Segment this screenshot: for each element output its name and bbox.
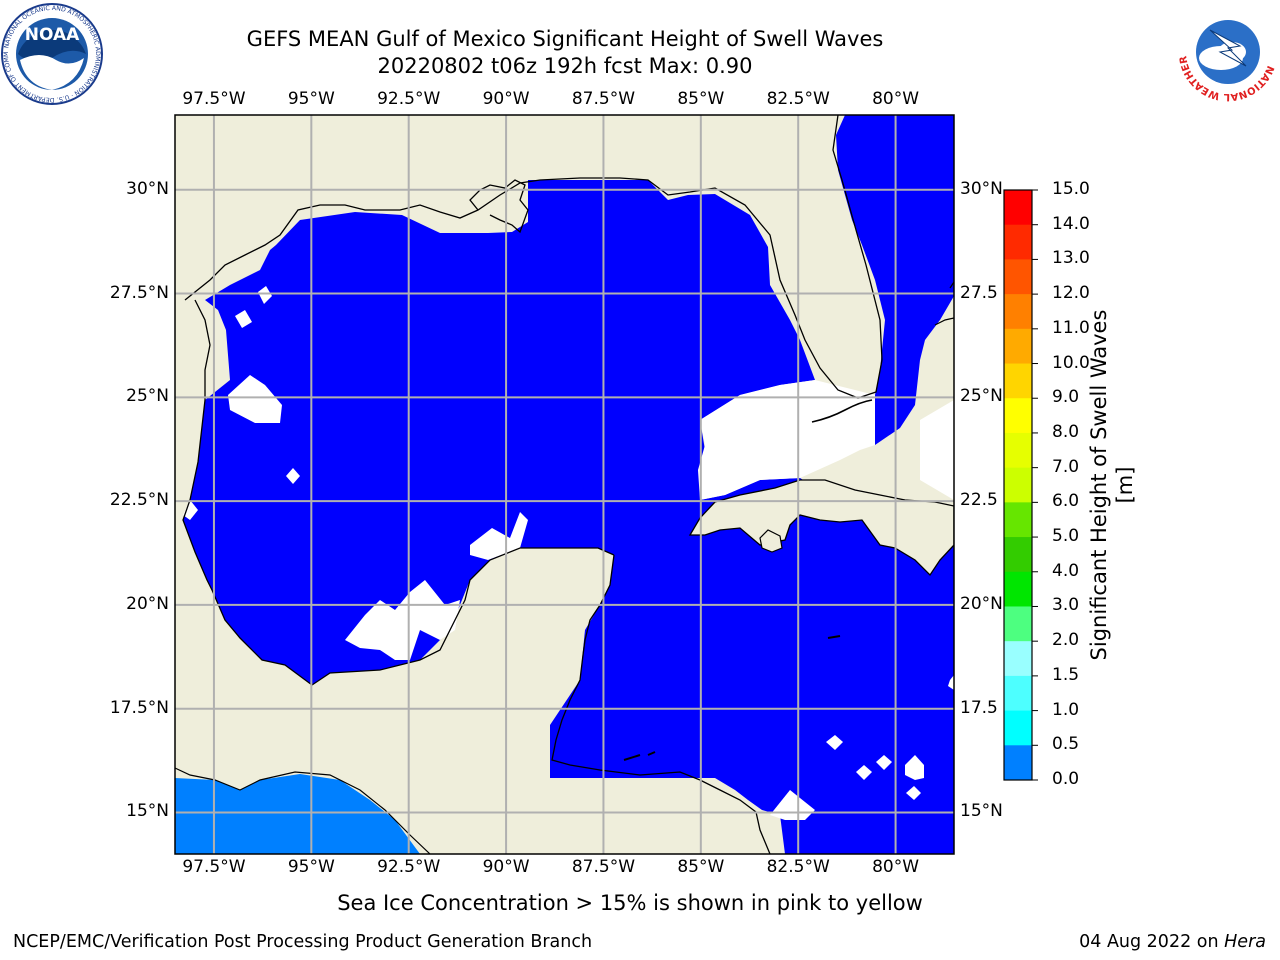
colorbar-segment xyxy=(1004,432,1032,469)
no-data-regions xyxy=(183,286,954,820)
colorbar-label: 7.0 xyxy=(1052,456,1080,477)
coastline-bahamas xyxy=(934,317,954,326)
florida-keys xyxy=(811,399,873,423)
chart-subtitle: 20220802 t06z 192h fcst Max: 0.90 xyxy=(377,54,753,78)
colorbar-label: 0.0 xyxy=(1052,769,1080,789)
lon-tick-label-top: 95°W xyxy=(287,89,335,109)
lon-tick-label-top: 85°W xyxy=(677,89,725,109)
lat-tick-label-left: 22.5°N xyxy=(109,490,169,511)
lon-tick-label-top: 82.5°W xyxy=(766,89,830,109)
nws-logo: NATIONAL WEATHER SERVICE xyxy=(1176,2,1277,102)
bay-islands xyxy=(623,751,656,761)
map-frame xyxy=(174,114,955,855)
colorbar-label: 14.0 xyxy=(1052,213,1090,234)
colorbar-label: 1.5 xyxy=(1052,664,1080,685)
lat-tick-label-left: 20°N xyxy=(126,593,169,614)
colorbar-label: 9.0 xyxy=(1052,387,1080,408)
lat-tick-label-right: 30°N xyxy=(960,178,1003,199)
lat-tick-label-right: 17.5 xyxy=(960,697,998,718)
coastline-yucatan xyxy=(182,299,615,686)
lon-tick-label-top: 92.5°W xyxy=(377,89,441,109)
colorbar-segment xyxy=(1004,224,1032,260)
lon-tick-label-bottom: 95°W xyxy=(287,857,335,877)
colorbar-segment xyxy=(1004,467,1032,503)
svg-text:NOAA: NOAA xyxy=(25,25,80,45)
lat-tick-label-right: 25°N xyxy=(960,386,1003,407)
lon-tick-label-top: 87.5°W xyxy=(571,89,636,109)
lon-tick-label-bottom: 87.5°W xyxy=(571,857,636,877)
lon-tick-label-bottom: 85°W xyxy=(677,857,725,877)
lon-tick-label-bottom: 80°W xyxy=(872,857,920,877)
colorbar-segment xyxy=(1004,502,1032,538)
lon-tick-label-bottom: 90°W xyxy=(482,857,530,877)
colorbar-label: 5.0 xyxy=(1052,526,1080,547)
lat-tick-label-right: 22.5 xyxy=(960,490,998,511)
footer-branch: NCEP/EMC/Verification Post Processing Pr… xyxy=(13,932,593,952)
colorbar-segment xyxy=(1004,537,1032,573)
colorbar-segment xyxy=(1004,606,1032,642)
colorbar-label: 2.0 xyxy=(1052,630,1080,651)
lon-tick-label-bottom: 82.5°W xyxy=(766,857,830,877)
footer-date: 04 Aug 2022 on Hera xyxy=(1079,932,1266,952)
coastline-pacific xyxy=(175,767,431,854)
colorbar-label: 10.0 xyxy=(1052,352,1090,373)
lat-tick-label-right: 27.5 xyxy=(960,282,998,303)
lon-tick-label-bottom: 97.5°W xyxy=(182,857,246,877)
lat-tick-label-left: 17.5°N xyxy=(109,697,169,718)
colorbar-segment xyxy=(1004,675,1032,712)
colorbar-label: 13.0 xyxy=(1052,248,1090,269)
colorbar-frame xyxy=(1003,189,1033,781)
land-isla-juventud xyxy=(759,529,783,553)
lon-tick-label-top: 80°W xyxy=(872,89,920,109)
colorbar-label: 1.0 xyxy=(1052,699,1080,720)
colorbar-label: 11.0 xyxy=(1052,317,1090,338)
colorbar-label: 3.0 xyxy=(1052,595,1080,616)
colorbar-segment xyxy=(1004,745,1032,781)
colorbar-segment xyxy=(1004,398,1032,434)
gridlines xyxy=(175,115,954,854)
colorbar-segment xyxy=(1004,363,1032,399)
lat-tick-label-right: 20°N xyxy=(960,593,1003,614)
lon-tick-label-top: 90°W xyxy=(482,89,530,109)
sea-ice-note: Sea Ice Concentration > 15% is shown in … xyxy=(337,891,923,915)
colorbar-title: Significant Height of Swell Waves [m] xyxy=(1087,309,1137,661)
coastline-central-america xyxy=(551,554,771,854)
colorbar-label: 0.5 xyxy=(1052,734,1080,755)
colorbar-segment xyxy=(1004,710,1032,746)
colorbar-segment xyxy=(1004,571,1032,607)
lat-tick-label-left: 15°N xyxy=(126,801,169,822)
lat-tick-label-right: 15°N xyxy=(960,801,1003,822)
lon-tick-label-bottom: 92.5°W xyxy=(377,857,441,877)
swell-field-pacific xyxy=(175,774,420,854)
colorbar-segment xyxy=(1004,641,1032,677)
lat-tick-label-left: 27.5°N xyxy=(109,282,169,303)
colorbar-segment xyxy=(1004,328,1032,365)
colorbar-segment xyxy=(1004,190,1032,226)
chart-title: GEFS MEAN Gulf of Mexico Significant Hei… xyxy=(246,27,884,51)
colorbar-segment xyxy=(1004,259,1032,295)
coastline-us-gulf xyxy=(184,115,883,399)
colorbar-label: 4.0 xyxy=(1052,560,1080,581)
noaa-logo: NATIONAL OCEANIC AND ATMOSPHERIC ADMINIS… xyxy=(0,2,103,105)
swell-field-gulf xyxy=(183,180,954,854)
colorbar-segment xyxy=(1004,294,1032,330)
colorbar-label: 15.0 xyxy=(1052,179,1090,199)
colorbar-label: 8.0 xyxy=(1052,421,1080,442)
lon-tick-label-top: 97.5°W xyxy=(182,89,246,109)
lat-tick-label-left: 30°N xyxy=(126,178,169,199)
lat-tick-label-left: 25°N xyxy=(126,386,169,407)
colorbar xyxy=(1003,189,1038,781)
colorbar-label: 6.0 xyxy=(1052,491,1080,512)
colorbar-label: 12.0 xyxy=(1052,283,1090,304)
cayman-islands xyxy=(827,635,841,639)
